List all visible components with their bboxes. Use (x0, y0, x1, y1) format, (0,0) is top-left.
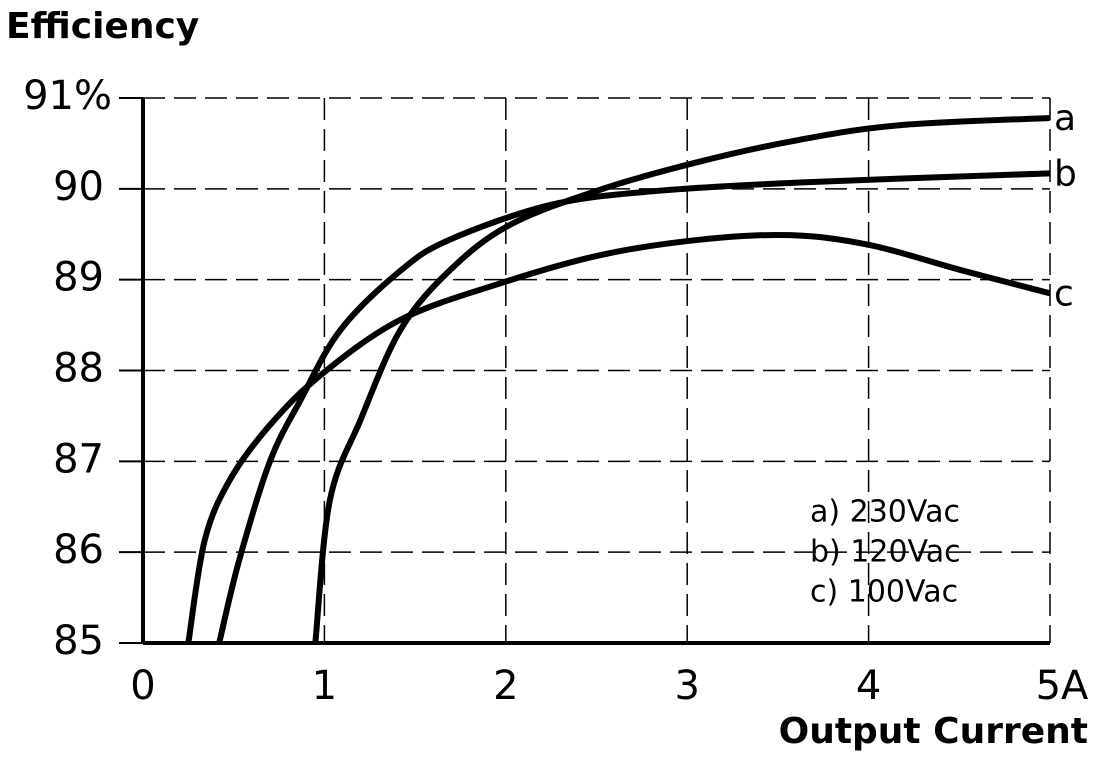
y-tick-label: 86 (53, 527, 104, 573)
x-tick-label: 1 (312, 663, 337, 709)
legend-entry: b) 120Vac (810, 535, 961, 570)
y-tick-label: 88 (53, 346, 104, 392)
line-end-label: c (1054, 273, 1074, 314)
legend-entry: c) 100Vac (810, 575, 958, 610)
x-tick-label: 0 (130, 663, 155, 709)
y-axis-label: Efficiency (6, 6, 199, 47)
line-end-label: b (1054, 153, 1077, 194)
x-tick-label: 5A (1036, 663, 1089, 709)
y-tick-label: 87 (53, 436, 104, 482)
x-tick-label: 4 (856, 663, 881, 709)
x-axis-label: Output Current (779, 711, 1088, 752)
line-end-label: a (1054, 98, 1076, 139)
line (185, 231, 1051, 644)
x-tick-label: 3 (674, 663, 699, 709)
line (312, 114, 1051, 644)
y-tick-label: 90 (53, 164, 104, 210)
line (216, 170, 1051, 644)
legend-entry: a) 230Vac (810, 495, 960, 530)
y-tick-label: 91% (23, 73, 112, 119)
y-tick-label: 89 (53, 255, 104, 301)
y-tick-label: 85 (53, 618, 104, 664)
x-tick-label: 2 (493, 663, 518, 709)
